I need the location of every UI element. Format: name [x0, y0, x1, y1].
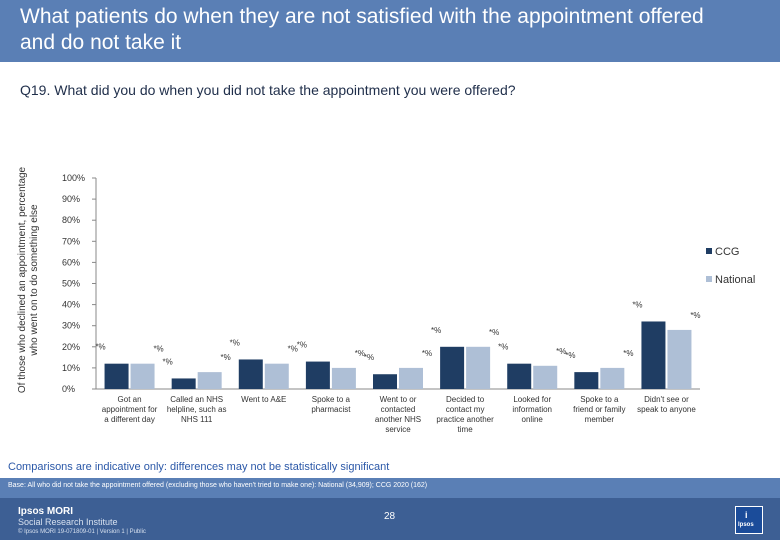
y-tick-label: 90% — [62, 194, 80, 204]
y-tick-label: 100% — [62, 173, 85, 183]
bar-ccg — [574, 372, 599, 389]
comparison-note: Comparisons are indicative only: differe… — [8, 461, 390, 473]
x-category-label: Looked for — [513, 395, 551, 404]
bar-ccg — [373, 374, 397, 389]
bar-national — [197, 372, 222, 389]
y-tick-label: 80% — [62, 215, 80, 225]
data-label: *% — [221, 353, 231, 362]
y-tick-label: 10% — [62, 363, 80, 373]
bar-national — [264, 363, 289, 389]
title-banner: What patients do when they are not satis… — [0, 0, 780, 62]
legend-swatch-national — [706, 276, 712, 282]
bar-national — [130, 363, 155, 389]
bar-national — [399, 367, 423, 389]
legend-swatch-ccg — [706, 248, 712, 254]
x-category-label: a different day — [104, 415, 155, 424]
bar-national — [331, 367, 356, 389]
x-category-label: Called an NHS — [170, 395, 223, 404]
x-category-label: pharmacist — [311, 405, 351, 414]
x-category-label: information — [512, 405, 552, 414]
bar-ccg — [305, 361, 330, 389]
legend-label-national: National — [715, 274, 755, 286]
bar-ccg — [104, 363, 129, 389]
x-category-label: another NHS — [375, 415, 421, 424]
x-category-label: Got an — [118, 395, 142, 404]
y-tick-label: 0% — [62, 384, 75, 394]
x-category-label: helpline, such as — [167, 405, 227, 414]
logo-mark: i — [745, 510, 748, 520]
base-text: Base: All who did not take the appointme… — [8, 482, 428, 489]
slide-title: What patients do when they are not satis… — [20, 5, 704, 54]
data-label: *% — [431, 326, 441, 335]
x-category-label: Spoke to a — [312, 395, 351, 404]
data-label: *% — [489, 328, 499, 337]
brand-subtitle: Social Research Institute — [18, 517, 118, 527]
x-category-label: member — [585, 415, 615, 424]
x-category-label: Decided to — [446, 395, 485, 404]
bar-ccg — [507, 363, 532, 389]
data-label: *% — [690, 311, 700, 320]
bar-ccg — [171, 378, 196, 389]
data-label: *% — [623, 349, 633, 358]
y-tick-label: 50% — [62, 279, 80, 289]
data-label: *% — [95, 343, 105, 352]
x-category-label: online — [522, 415, 544, 424]
logo-text: Ipsos — [738, 522, 754, 528]
x-category-label: NHS 111 — [181, 415, 213, 424]
x-category-label: practice another — [436, 415, 494, 424]
data-label: *% — [163, 357, 173, 366]
x-category-label: Went to or — [380, 395, 417, 404]
data-label: *% — [153, 345, 163, 354]
bar-national — [533, 365, 558, 389]
x-category-label: speak to anyone — [637, 405, 696, 414]
x-category-label: appointment for — [102, 405, 158, 414]
data-label: *% — [230, 338, 240, 347]
x-category-label: service — [385, 425, 411, 434]
bar-national — [667, 329, 692, 389]
data-label: *% — [422, 349, 432, 358]
copyright-text: © Ipsos MORI 19-071809-01 | Version 1 | … — [18, 529, 146, 535]
x-category-label: Spoke to a — [580, 395, 619, 404]
data-label: *% — [632, 300, 642, 309]
x-category-label: contacted — [381, 405, 416, 414]
data-label: *% — [498, 343, 508, 352]
y-tick-label: 70% — [62, 236, 80, 246]
page-number: 28 — [384, 511, 396, 522]
data-label: *% — [297, 341, 307, 350]
x-category-label: time — [458, 425, 474, 434]
data-label: *% — [364, 353, 374, 362]
x-category-label: Didn't see or — [644, 395, 689, 404]
bar-national — [600, 367, 625, 389]
footer: Ipsos MORI Social Research Institute © I… — [0, 498, 780, 540]
bar-chart: 0%10%20%30%40%50%60%70%80%90%100%*% *%Got… — [62, 173, 755, 434]
brand-name: Ipsos MORI — [18, 506, 74, 517]
bar-ccg — [440, 346, 465, 389]
data-label: *% — [565, 351, 575, 360]
question-text: Q19. What did you do when you did not ta… — [20, 82, 516, 98]
y-tick-label: 20% — [62, 342, 80, 352]
y-tick-label: 60% — [62, 257, 80, 267]
data-label: *% — [355, 349, 365, 358]
base-banner: Base: All who did not take the appointme… — [0, 478, 780, 498]
x-category-label: Went to A&E — [241, 395, 286, 404]
bar-ccg — [238, 359, 263, 389]
x-category-label: contact my — [446, 405, 485, 414]
y-tick-label: 40% — [62, 300, 80, 310]
data-label: *% — [288, 345, 298, 354]
bar-national — [466, 346, 491, 389]
x-category-label: friend or family — [573, 405, 625, 414]
bar-ccg — [641, 321, 666, 389]
data-label: *% — [556, 347, 566, 356]
ipsos-logo: i Ipsos — [735, 506, 763, 534]
y-tick-label: 30% — [62, 321, 80, 331]
legend-label-ccg: CCG — [715, 246, 739, 258]
